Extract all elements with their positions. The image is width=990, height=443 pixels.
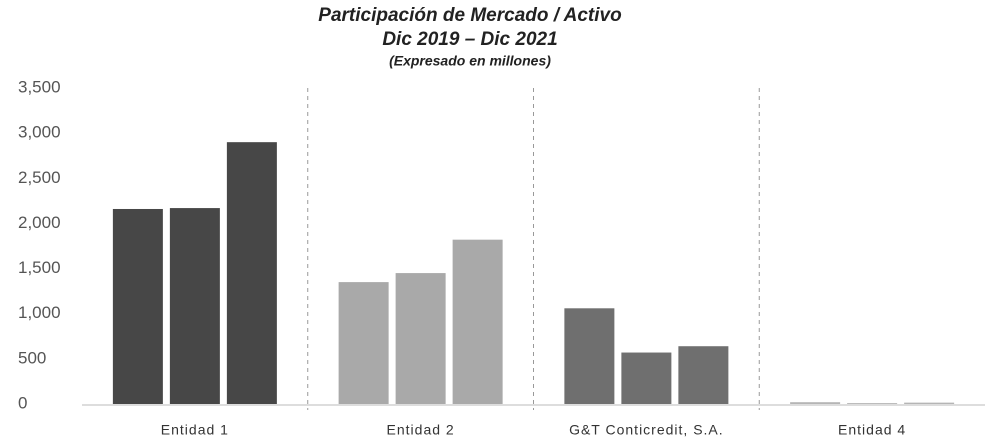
bar xyxy=(621,352,672,404)
y-tick-label: 3,000 xyxy=(18,123,61,142)
bar xyxy=(452,239,503,404)
chart-subtitle: Dic 2019 – Dic 2021 xyxy=(382,29,557,50)
bar xyxy=(564,308,615,404)
x-tick-label: Entidad 2 xyxy=(387,422,455,438)
chart-title: Participación de Mercado / Activo xyxy=(318,5,621,26)
y-tick-label: 1,000 xyxy=(18,303,61,322)
y-tick-label: 2,500 xyxy=(18,168,61,187)
bar xyxy=(904,402,955,404)
y-tick-label: 3,500 xyxy=(18,77,61,96)
bar xyxy=(395,273,446,404)
bar xyxy=(338,282,389,404)
bar xyxy=(226,142,277,404)
x-tick-label: G&T Conticredit, S.A. xyxy=(569,422,724,438)
x-tick-label: Entidad 1 xyxy=(161,422,229,438)
bar xyxy=(169,208,220,404)
y-tick-label: 500 xyxy=(18,348,46,367)
chart-note: (Expresado en millones) xyxy=(389,53,551,69)
x-tick-label: Entidad 4 xyxy=(838,422,906,438)
y-tick-label: 2,000 xyxy=(18,213,61,232)
y-tick-label: 0 xyxy=(18,393,27,412)
bar xyxy=(790,402,841,404)
bar xyxy=(678,346,729,404)
bar xyxy=(112,208,163,404)
y-tick-label: 1,500 xyxy=(18,258,61,277)
bar xyxy=(847,403,898,404)
